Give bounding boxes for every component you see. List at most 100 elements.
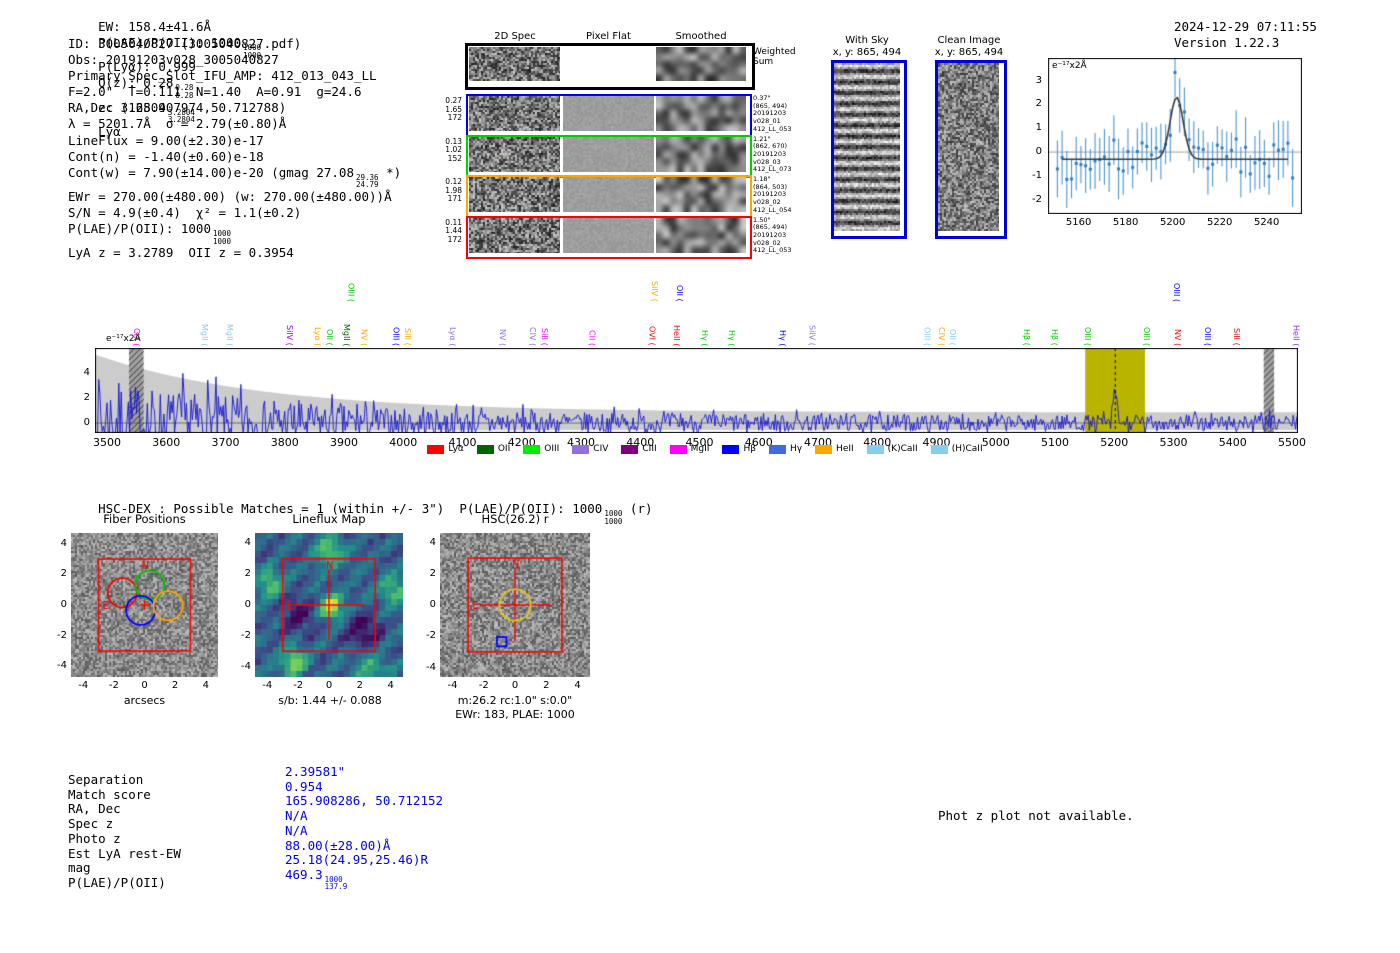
fiber-weight-label: 172 — [447, 234, 462, 244]
info-line: λ = 5201.7Å σ = 2.79(±0.80)Å — [68, 116, 287, 132]
info-line-plae: P(LAE)/P(OII): 1000 1000 1000 — [68, 221, 401, 245]
cutout-y-tick: 0 — [244, 599, 251, 610]
stacked-fraction: 1000 1000 — [213, 230, 231, 245]
inset-x-tick: 5200 — [1159, 217, 1186, 228]
classification-label: Lyα — [98, 123, 121, 139]
clean-image-title: Clean Image — [937, 35, 1001, 46]
fiber-id-label: 1.18" — [753, 175, 771, 183]
match-value-text: 88.00(±28.00)Å — [285, 837, 391, 853]
main-y-tick: 2 — [83, 391, 90, 403]
main-x-tick: 4000 — [389, 436, 418, 449]
match-row-value: 469.3 1000 137.9 — [285, 867, 347, 891]
frac-lo: 137.9 — [324, 882, 348, 892]
emission-line-label: OIII ( — [1202, 327, 1212, 347]
cutout-x-tick: 4 — [387, 680, 394, 691]
main-spectrum-plot — [95, 348, 1298, 433]
fiber-id-label: v028_03 — [753, 157, 781, 166]
inset-y-tick: 3 — [1035, 74, 1042, 86]
emission-line-label: MgII ( — [342, 324, 351, 347]
emission-line-legend: Lyα OII OIII CIV CIII MgII Hβ Hγ HeII (K)CaII (H)C… — [390, 444, 1020, 454]
match-row-label: Est LyA rest-EW — [68, 845, 181, 861]
stacked-fraction: 1000 137.9 — [325, 876, 348, 891]
emission-line-label: OII ( — [674, 285, 684, 302]
cutout-x-tick: -2 — [478, 680, 489, 691]
cutout-x-tick: 4 — [574, 680, 581, 691]
emission-line-label: Hγ ( — [699, 330, 709, 347]
spec2d-row-2dspec-image — [469, 136, 560, 172]
main-x-tick: 5100 — [1041, 436, 1069, 449]
fiber-id-label: 412_LL_053 — [753, 246, 792, 255]
spec2d-row-pixelflat-image — [563, 136, 654, 172]
spec2d-col-header-2dspec: 2D Spec — [494, 31, 536, 42]
emission-line-label: CIV ( — [936, 327, 946, 347]
main-x-tick: 3800 — [270, 436, 299, 449]
fiber-weight-label: 0.11 — [445, 217, 462, 227]
emission-line-label: OIII ( — [346, 283, 356, 303]
main-x-tick: 4500 — [685, 436, 714, 449]
emission-line-label: HeII ( — [672, 325, 681, 347]
spec2d-row-smoothed-image — [656, 136, 746, 172]
inset-x-tick: 5220 — [1206, 217, 1233, 228]
with-sky-title: With Sky — [845, 35, 889, 46]
spec2d-row-smoothed-image — [656, 177, 746, 212]
detection-info-block: ID: 3005040827 (3005040827.pdf) Obs: 2019… — [68, 36, 401, 261]
emission-line-label: SiII ( — [1231, 328, 1241, 346]
emission-line-label: Hγ ( — [727, 330, 737, 347]
weighted-sum-smoothed-image — [656, 47, 746, 81]
emission-line-label: NV ( — [359, 329, 369, 347]
legend-label: CIII — [642, 444, 657, 454]
fiber-weight-label: 1.98 — [445, 185, 462, 195]
fiber-weight-label: 1.02 — [445, 145, 462, 155]
emission-line-label: OVI ( — [647, 326, 657, 346]
match-row-label: Photo z — [68, 830, 121, 846]
info-line: RA,Dec (165.907974,50.712788) — [68, 100, 287, 116]
fiber-positions-xlabel: arcsecs — [123, 694, 166, 707]
info-text: Cont(w) = 7.90(±14.00)e-20 (gmag 27.08 — [68, 164, 354, 180]
spec2d-row-pixelflat-image — [563, 217, 654, 253]
spec2d-row-border — [466, 215, 752, 259]
info-line: LyA z = 3.2789 OII z = 0.3954 — [68, 245, 294, 261]
cutout-x-tick: -4 — [78, 680, 89, 691]
cutout-y-tick: 2 — [429, 567, 436, 579]
match-row-label: P(LAE)/P(OII) — [68, 874, 166, 890]
fiber-weight-label: 152 — [447, 153, 462, 163]
legend-swatch — [815, 444, 833, 454]
legend-label: (K)CaII — [887, 444, 918, 454]
legend-label: MgII — [690, 444, 710, 454]
emission-line-label: Lyα ( — [448, 327, 457, 347]
report-date-version: 2024-12-29 07:11:55 Version 1.22.3 — [1144, 3, 1332, 67]
legend-item: MgII — [669, 444, 710, 454]
cutout-y-tick: -2 — [57, 629, 67, 641]
hsc-dex-summary: HSC-DEX : Possible Matches = 1 (within +… — [68, 485, 652, 541]
cutout-x-tick: 0 — [325, 680, 333, 691]
spec2d-row-pixelflat-image — [563, 96, 654, 131]
main-x-tick: 3700 — [211, 436, 240, 449]
plae-poii-value: P(LAE)/P(OII): 1000 — [98, 35, 242, 51]
cutout-y-tick: 2 — [244, 568, 251, 580]
match-value-text: N/A — [285, 822, 308, 838]
spec2d-row-smoothed-image — [656, 96, 746, 131]
emission-line-label: OIII ( — [391, 327, 401, 347]
emission-line-label: MgII ( — [225, 324, 235, 347]
hsc-panel-sublabel1: m:26.2 rc:1.0" s:0.0" — [457, 694, 573, 707]
main-x-tick: 5200 — [1100, 436, 1129, 449]
main-y-tick: 0 — [83, 417, 90, 428]
legend-item: Hβ — [722, 444, 756, 454]
inset-y-tick: -1 — [1032, 169, 1042, 181]
hsc-panel-sublabel2: EWr: 183, PLAE: 1000 — [455, 708, 575, 721]
qz-value: Q(z): 0.28 — [98, 75, 174, 91]
cutout-x-tick: 2 — [543, 680, 550, 691]
legend-label: OIII — [544, 444, 560, 454]
with-sky-image — [834, 63, 900, 231]
qz-frac: 0.28 0.28 — [175, 83, 194, 101]
match-row-label: Separation — [68, 772, 144, 787]
main-y-tick: 4 — [83, 366, 90, 378]
fiber-positions-title: Fiber Positions — [103, 512, 186, 526]
stacked-fraction: 29.36 24.79 — [356, 174, 379, 189]
match-value-text: 0.954 — [285, 778, 323, 794]
inset-y-tick: -2 — [1032, 193, 1042, 205]
hsc-panel-title: HSC(26.2) r — [481, 512, 549, 526]
cutout-x-tick: 0 — [511, 680, 519, 691]
hsc-r-image — [440, 533, 590, 677]
cutout-x-tick: 0 — [141, 680, 148, 691]
